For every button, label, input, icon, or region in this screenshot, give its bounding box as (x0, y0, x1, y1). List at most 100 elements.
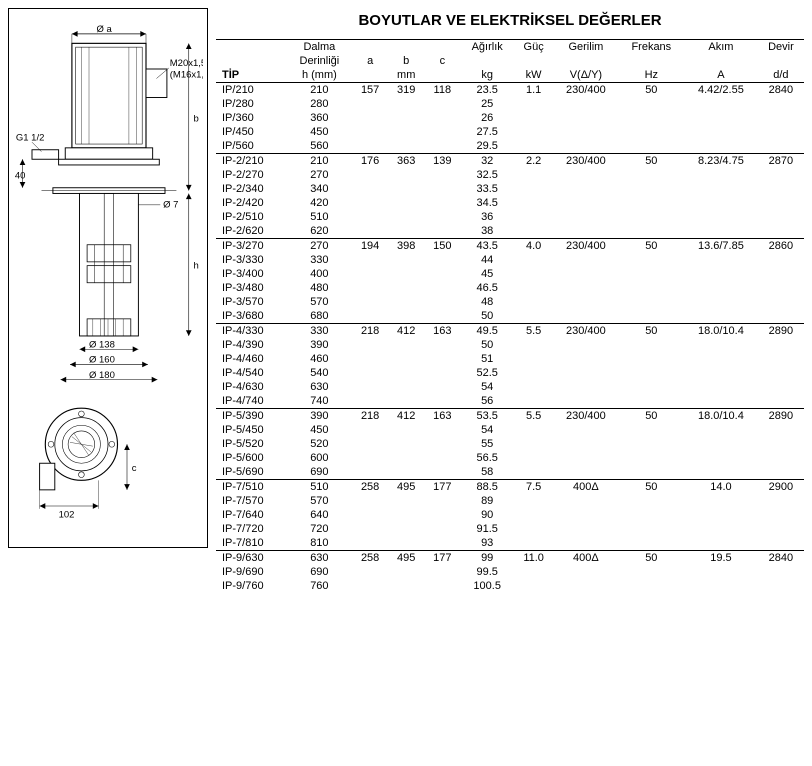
cell-a (352, 437, 388, 451)
cell-kg: 99.5 (460, 565, 514, 579)
cell-tip: IP-9/630 (216, 551, 287, 566)
cell-dd: 2870 (758, 154, 804, 169)
cell-a (352, 253, 388, 267)
cell-tip: IP-2/620 (216, 224, 287, 239)
table-row: IP-5/60060056.5 (216, 451, 804, 465)
cell-c (424, 125, 460, 139)
cell-tip: IP-2/420 (216, 196, 287, 210)
cell-kg: 43.5 (460, 239, 514, 254)
cell-kg: 29.5 (460, 139, 514, 154)
hdr-akim: Akım (684, 40, 758, 55)
cell-dd (758, 508, 804, 522)
cell-kw (514, 309, 553, 324)
cell-amp (684, 465, 758, 480)
cell-a: 157 (352, 83, 388, 98)
cell-dd (758, 196, 804, 210)
cell-dd (758, 522, 804, 536)
hdr-c: c (424, 54, 460, 68)
cell-tip: IP-7/720 (216, 522, 287, 536)
cell-amp (684, 210, 758, 224)
hdr-dd: d/d (758, 68, 804, 83)
cell-b (388, 224, 424, 239)
cell-amp (684, 182, 758, 196)
table-row: IP-4/33033021841216349.55.5230/4005018.0… (216, 324, 804, 339)
cell-b (388, 394, 424, 409)
cell-c (424, 224, 460, 239)
hdr-dalma-3: h (mm) (287, 68, 352, 83)
cell-h: 620 (287, 224, 352, 239)
cell-amp (684, 267, 758, 281)
cell-a (352, 380, 388, 394)
cell-hz (619, 125, 684, 139)
cell-tip: IP-4/390 (216, 338, 287, 352)
cell-hz (619, 168, 684, 182)
cell-hz (619, 437, 684, 451)
cell-amp (684, 125, 758, 139)
cell-hz (619, 281, 684, 295)
cell-hz (619, 352, 684, 366)
cell-v (553, 139, 618, 154)
hdr-hz: Hz (619, 68, 684, 83)
cell-hz (619, 295, 684, 309)
cell-tip: IP-9/760 (216, 579, 287, 593)
cell-amp (684, 253, 758, 267)
table-row: IP-2/34034033.5 (216, 182, 804, 196)
cell-kw (514, 295, 553, 309)
cell-tip: IP/360 (216, 111, 287, 125)
table-row: IP-2/51051036 (216, 210, 804, 224)
cell-c (424, 494, 460, 508)
cell-v: 400Δ (553, 551, 618, 566)
cell-v (553, 366, 618, 380)
table-group: IP-2/210210176363139322.2230/400508.23/4… (216, 154, 804, 239)
cell-dd (758, 267, 804, 281)
cell-kg: 50 (460, 338, 514, 352)
cell-b (388, 380, 424, 394)
cell-h: 570 (287, 295, 352, 309)
cell-tip: IP-7/810 (216, 536, 287, 551)
cell-hz (619, 451, 684, 465)
cell-amp (684, 380, 758, 394)
cell-dd: 2840 (758, 83, 804, 98)
dim-h: h (194, 261, 199, 272)
cell-h: 680 (287, 309, 352, 324)
cell-a (352, 508, 388, 522)
table-row: IP-2/27027032.5 (216, 168, 804, 182)
cell-tip: IP-5/600 (216, 451, 287, 465)
dim-102: 102 (59, 509, 75, 520)
cell-kw (514, 536, 553, 551)
cell-amp (684, 224, 758, 239)
cell-c: 163 (424, 409, 460, 424)
cell-c (424, 508, 460, 522)
cell-h: 510 (287, 210, 352, 224)
table-row: IP-7/64064090 (216, 508, 804, 522)
cell-h: 690 (287, 465, 352, 480)
cell-kg: 91.5 (460, 522, 514, 536)
cell-dd (758, 281, 804, 295)
hdr-kw: kW (514, 68, 553, 83)
cell-amp: 18.0/10.4 (684, 324, 758, 339)
cell-hz (619, 309, 684, 324)
cell-c (424, 139, 460, 154)
cell-v (553, 267, 618, 281)
cell-h: 210 (287, 154, 352, 169)
cell-v (553, 437, 618, 451)
dim-7: Ø 7 (163, 200, 178, 211)
cell-amp (684, 437, 758, 451)
cell-kg: 32.5 (460, 168, 514, 182)
table-row: IP-2/42042034.5 (216, 196, 804, 210)
table-row: IP-7/72072091.5 (216, 522, 804, 536)
cell-kg: 32 (460, 154, 514, 169)
cell-tip: IP-3/680 (216, 309, 287, 324)
table-group: IP-3/27027019439815043.54.0230/4005013.6… (216, 239, 804, 324)
cell-kw (514, 196, 553, 210)
cell-tip: IP-3/330 (216, 253, 287, 267)
cell-b (388, 366, 424, 380)
cell-b (388, 579, 424, 593)
table-row: IP/36036026 (216, 111, 804, 125)
hdr-mm: mm (352, 68, 460, 83)
cell-dd: 2860 (758, 239, 804, 254)
cell-kw: 1.1 (514, 83, 553, 98)
cell-a (352, 295, 388, 309)
cell-dd (758, 182, 804, 196)
cell-kw (514, 97, 553, 111)
